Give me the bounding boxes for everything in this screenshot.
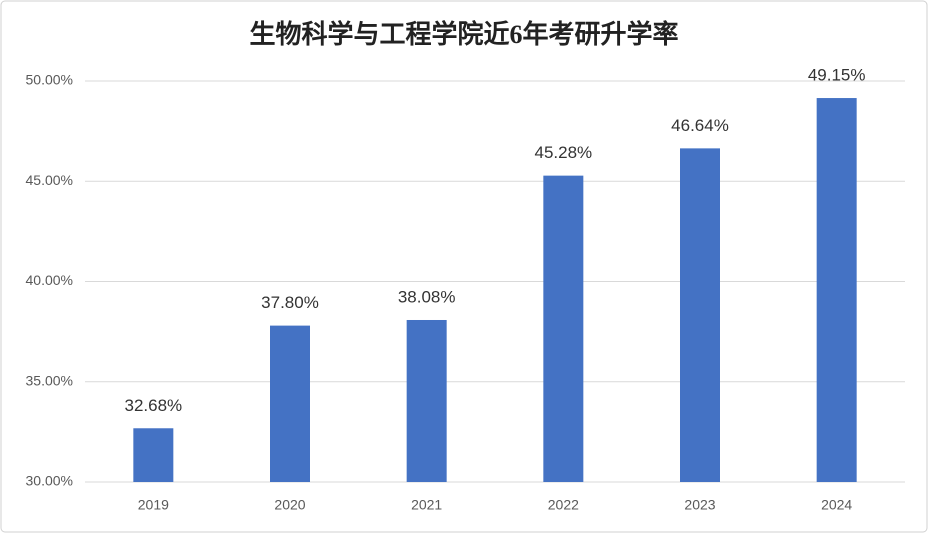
x-tick-label: 2020 — [274, 497, 305, 513]
value-label: 32.68% — [124, 396, 182, 415]
value-label: 45.28% — [534, 143, 592, 162]
bar — [680, 148, 720, 483]
x-tick-label: 2022 — [548, 497, 579, 513]
value-label: 46.64% — [671, 116, 729, 135]
value-label: 49.15% — [808, 66, 866, 85]
x-tick-label: 2019 — [138, 497, 169, 513]
bar — [133, 428, 174, 482]
x-tick-label: 2021 — [411, 497, 442, 513]
bar — [406, 319, 447, 482]
y-tick-label: 50.00% — [26, 72, 73, 88]
x-tick-label: 2024 — [821, 497, 852, 513]
bar — [816, 98, 857, 482]
value-label: 37.80% — [261, 293, 319, 312]
bar — [543, 175, 584, 483]
y-tick-label: 30.00% — [26, 473, 73, 489]
y-tick-label: 40.00% — [26, 272, 73, 288]
y-tick-label: 45.00% — [26, 172, 73, 188]
chart-title: 生物科学与工程学院近6年考研升学率 — [249, 19, 678, 49]
y-tick-label: 35.00% — [26, 372, 73, 388]
x-tick-label: 2023 — [684, 497, 715, 513]
value-label: 38.08% — [398, 287, 456, 306]
bar — [270, 325, 310, 482]
